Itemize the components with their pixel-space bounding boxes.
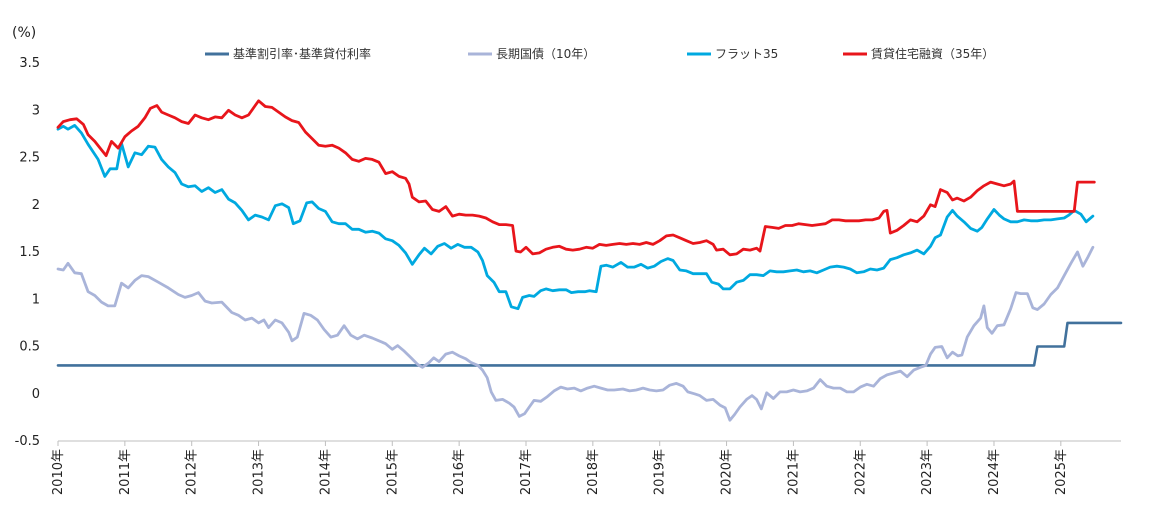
legend-label: フラット35 [715, 47, 778, 61]
x-tick-label: 2024年 [987, 449, 1002, 495]
series-line-2 [56, 245, 1095, 422]
x-tick-label: 2016年 [452, 449, 467, 495]
x-tick-label: 2013年 [252, 449, 267, 495]
x-tick-label: 2010年 [51, 449, 66, 495]
y-tick-label: 0 [32, 387, 40, 402]
series-line-4 [56, 99, 1096, 257]
y-tick-label: 2.5 [19, 151, 40, 166]
y-tick-label: 0.5 [19, 340, 40, 355]
x-tick-label: 2014年 [318, 449, 333, 495]
y-tick-label: 3 [32, 103, 40, 118]
x-tick-label: 2018年 [586, 449, 601, 495]
legend-label: 長期国債（10年） [496, 46, 595, 61]
series-line-1 [56, 321, 1123, 367]
x-tick-label: 2021年 [786, 449, 801, 495]
y-axis-ticks: 3.5 3 2.5 2 1.5 1 0.5 0 -0.5 [15, 56, 40, 449]
x-tick-label: 2023年 [920, 449, 935, 495]
x-tick-label: 2012年 [185, 449, 200, 495]
legend: 基準割引率･基準貸付利率 長期国債（10年） フラット35 賃貸住宅融資（35年） [205, 46, 994, 61]
y-unit-label: (%) [12, 25, 36, 41]
x-tick-label: 2015年 [385, 449, 400, 495]
x-tick-label: 2025年 [1054, 449, 1069, 495]
y-tick-label: -0.5 [15, 434, 40, 449]
legend-label: 基準割引率･基準貸付利率 [233, 46, 371, 61]
legend-label: 賃貸住宅融資（35年） [871, 46, 994, 61]
series-layer [56, 99, 1123, 422]
y-tick-label: 1 [32, 292, 40, 307]
x-tick-label: 2020年 [720, 449, 735, 495]
x-axis-ticks: 2010年 2011年 2012年 2013年 2014年 2015年 2016年 2017年… [51, 441, 1069, 495]
x-tick-label: 2011年 [118, 449, 133, 495]
series-line-3 [56, 124, 1095, 311]
x-tick-label: 2019年 [653, 449, 668, 495]
y-tick-label: 2 [32, 198, 40, 213]
x-tick-label: 2017年 [519, 449, 534, 495]
y-tick-label: 3.5 [19, 56, 40, 71]
y-tick-label: 1.5 [19, 245, 40, 260]
x-tick-label: 2022年 [853, 449, 868, 495]
